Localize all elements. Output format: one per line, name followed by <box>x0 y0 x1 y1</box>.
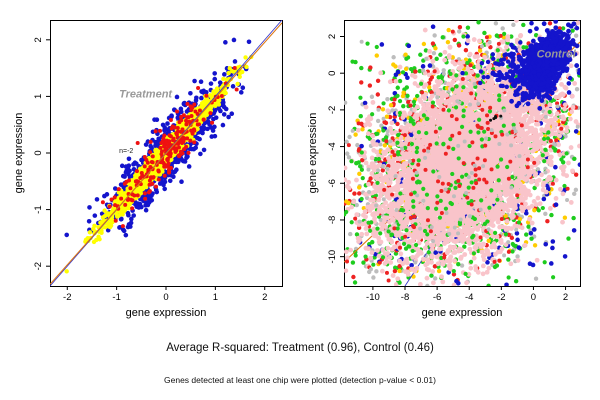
detection-footnote: Genes detected at least one chip were pl… <box>164 375 436 385</box>
treatment-scatter-plot <box>4 6 292 332</box>
r-squared-caption: Average R-squared: Treatment (0.96), Con… <box>166 342 434 354</box>
control-scatter-plot <box>298 6 590 332</box>
